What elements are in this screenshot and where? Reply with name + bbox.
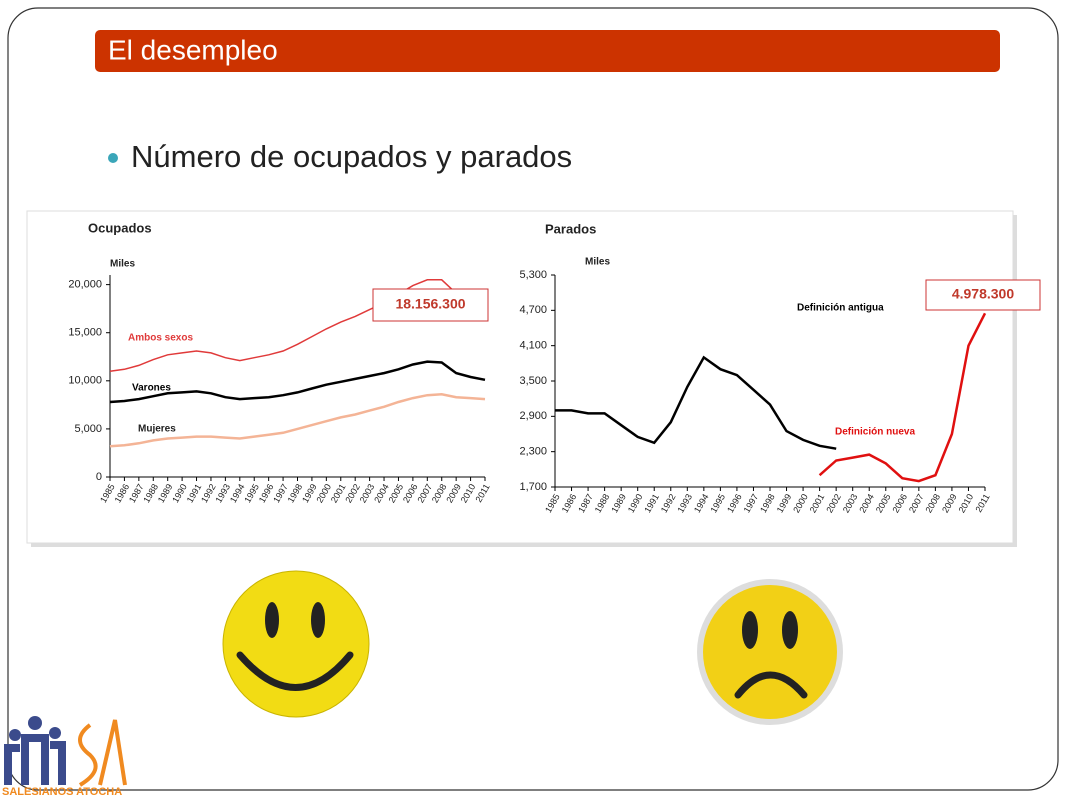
y-tick-label: 0 [96,471,102,483]
y-tick-label: 15,000 [68,327,102,339]
annotation: 4.978.300 [952,286,1014,302]
logo-text: SALESIANOS ATOCHA [2,786,122,798]
y-tick-label: 20,000 [68,279,102,291]
series-label: Mujeres [138,424,176,435]
series-label: Varones [132,383,171,394]
y-tick-label: 4,700 [519,304,547,316]
annotation-box [925,279,1041,311]
y-tick-label: 3,500 [519,375,547,387]
title-bar [95,30,1000,72]
y-tick-label: 2,900 [519,410,547,422]
series-line [109,360,486,404]
series-label: Ambos sexos [128,333,193,344]
y-axis-label: Miles [585,257,610,268]
y-tick-label: 2,300 [519,446,547,458]
annotation-box [372,288,489,322]
series-line [555,355,837,450]
happy-face [222,570,370,718]
slide-title: El desempleo [108,34,278,65]
y-tick-label: 5,000 [74,423,102,435]
bullet-dot [108,153,118,163]
series-label: Definición nueva [835,427,915,438]
annotation: 18.156.300 [395,296,465,312]
chart-title: Ocupados [88,220,152,235]
sad-face [697,579,843,725]
chart-title: Parados [545,221,596,236]
series-line [109,279,486,372]
series-line [109,393,486,448]
y-tick-label: 5,300 [519,269,547,281]
bullet-text: Número de ocupados y parados [131,139,572,174]
chart-panel [26,210,1014,544]
y-tick-label: 10,000 [68,375,102,387]
y-axis-label: Miles [110,259,135,270]
logo: SALESIANOS ATOCHA [2,716,127,798]
y-tick-label: 4,100 [519,340,547,352]
series-label: Definición antigua [797,303,884,314]
y-tick-label: 1,700 [519,481,547,493]
series-line [818,312,987,483]
